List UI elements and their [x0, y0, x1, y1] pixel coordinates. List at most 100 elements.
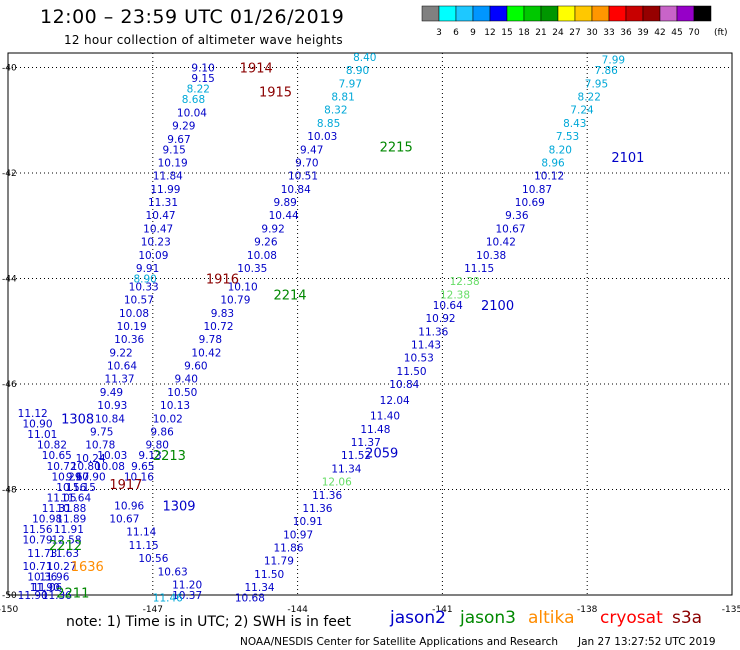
wave-height-label: 11.14	[126, 527, 156, 539]
wave-height-label: 12.06	[322, 477, 352, 489]
wave-height-label: 8.81	[331, 92, 354, 104]
wave-height-label: 7.95	[585, 78, 608, 90]
wave-height-label: 11.64	[61, 492, 91, 504]
wave-height-label: 7.53	[556, 131, 579, 143]
wave-height-label: 9.60	[184, 361, 207, 373]
wave-height-label: 10.42	[486, 237, 516, 249]
wave-height-label: 8.90	[346, 65, 369, 77]
pass-time-label: 2211	[56, 586, 89, 601]
wave-height-label: 12.58	[51, 535, 81, 547]
legend-tick-label: 21	[535, 28, 546, 38]
wave-height-label: 11.96	[39, 572, 69, 584]
wave-height-label: 9.78	[199, 334, 222, 346]
legend-tick-label: 45	[671, 28, 682, 38]
wave-height-label: 10.37	[172, 590, 202, 602]
page-title: 12:00 – 23:59 UTC 01/26/2019	[40, 6, 345, 28]
wave-height-label: 8.43	[563, 118, 586, 130]
wave-height-label: 9.49	[100, 387, 123, 399]
wave-height-label: 11.86	[273, 543, 303, 555]
map-frame	[7, 52, 733, 596]
wave-height-label: 10.36	[27, 572, 57, 584]
wave-height-label: 11.40	[370, 411, 400, 423]
pass-time-label: 2214	[273, 288, 306, 303]
longitude-label: -147	[143, 605, 163, 615]
wave-height-label: 10.51	[288, 171, 318, 183]
wave-height-label: 10.78	[85, 440, 115, 452]
wave-height-label: 10.93	[97, 400, 127, 412]
wave-height-label: 9.80	[146, 440, 169, 452]
wave-height-label: 9.75	[90, 426, 113, 438]
wave-height-label: 11.50	[254, 569, 284, 581]
wave-height-label: 9.10	[191, 63, 214, 75]
wave-height-label: 10.82	[37, 440, 67, 452]
wave-height-label: 10.09	[138, 250, 168, 262]
wave-height-label: 10.08	[247, 250, 277, 262]
longitude-label: -141	[432, 605, 452, 615]
legend-swatch	[693, 5, 712, 22]
wave-height-label: 9.47	[300, 144, 323, 156]
pass-time-label: 2100	[481, 299, 514, 314]
wave-height-label: 11.84	[153, 171, 183, 183]
wave-height-label: 9.40	[175, 374, 198, 386]
longitude-label: -144	[287, 605, 308, 615]
legend-tick-label: 12	[484, 28, 495, 38]
wave-height-label: 10.10	[228, 281, 258, 293]
wave-height-label: 8.32	[324, 105, 347, 117]
legend-tick-label: 42	[654, 28, 665, 38]
wave-height-label: 7.99	[602, 55, 625, 67]
wave-height-label: 10.84	[95, 413, 125, 425]
wave-height-label: 11.48	[360, 424, 390, 436]
wave-height-label: 11.36	[42, 590, 72, 602]
legend-tick-label: 36	[620, 28, 632, 38]
pass-time-label: 2101	[611, 151, 644, 166]
pass-time-label: 2213	[153, 449, 186, 464]
legend-tick-label: 39	[637, 28, 649, 38]
pass-time-label: 1308	[61, 412, 94, 427]
wave-height-label: 11.15	[464, 263, 494, 275]
wave-height-label: 10.03	[97, 450, 127, 462]
wave-height-label: 10.53	[404, 353, 434, 365]
wave-height-label: 11.37	[351, 437, 381, 449]
wave-height-label: 10.47	[146, 210, 176, 222]
wave-height-label: 11.52	[341, 450, 371, 462]
wave-height-label: 11.36	[302, 503, 332, 515]
wave-height-label: 10.12	[534, 171, 564, 183]
pass-time-label: 1309	[162, 499, 195, 514]
wave-height-label: 10.97	[283, 529, 313, 541]
wave-height-label: 7.24	[570, 105, 594, 117]
legend-tick-label: 33	[603, 28, 614, 38]
wave-height-label: 10.56	[138, 553, 168, 565]
wave-height-label: 8.40	[353, 52, 376, 64]
page-subtitle: 12 hour collection of altimeter wave hei…	[64, 33, 343, 47]
wave-height-label: 11.50	[397, 366, 427, 378]
legend-tick-label: 24	[552, 28, 564, 38]
wave-height-label: 10.36	[114, 334, 144, 346]
wave-height-label: 10.80	[71, 461, 101, 473]
latitude-label: -46	[2, 380, 17, 390]
pass-time-label: 1915	[259, 85, 292, 100]
mission-jason2-label: jason2	[390, 608, 446, 628]
wave-height-label: 10.79	[22, 535, 52, 547]
mission-s3a-label: s3a	[672, 608, 703, 628]
legend-tick-label: 18	[518, 28, 530, 38]
legend-tick-label: 70	[688, 28, 700, 38]
wave-height-label: 10.69	[515, 197, 545, 209]
wave-height-label: 8.90	[133, 274, 156, 286]
wave-height-label: 11.46	[153, 593, 183, 605]
footer-note: note: 1) Time is in UTC; 2) SWH is in fe…	[66, 614, 352, 630]
wave-height-label: 10.72	[203, 321, 233, 333]
wave-height-label: 11.79	[264, 556, 294, 568]
wave-height-label: 9.70	[295, 157, 318, 169]
wave-height-label: 11.34	[331, 463, 361, 475]
wave-height-label: 11.12	[18, 408, 48, 420]
legend-tick-label: 15	[501, 28, 512, 38]
legend-tick-label: 3	[436, 28, 442, 38]
wave-height-label: 11.15	[129, 540, 159, 552]
wave-height-label: 10.56	[56, 482, 86, 494]
wave-height-label: 10.71	[22, 561, 52, 573]
wave-height-label: 11.36	[312, 490, 342, 502]
wave-height-label: 9.67	[66, 471, 89, 483]
wave-height-label: 8.22	[578, 92, 601, 104]
longitude-label: -135	[722, 605, 740, 615]
wave-height-label: 10.87	[522, 184, 552, 196]
